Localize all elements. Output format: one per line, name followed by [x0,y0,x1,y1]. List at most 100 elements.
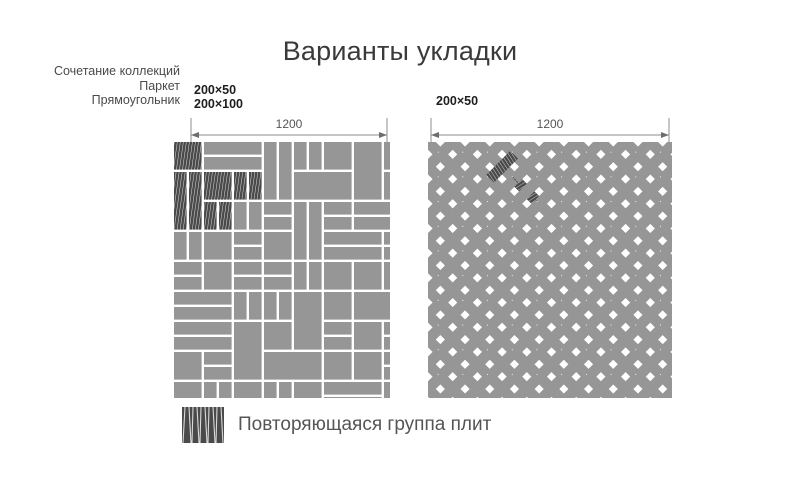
tile [535,175,568,208]
tile [609,224,642,257]
tile [560,298,593,331]
tile [535,274,568,307]
tile [634,298,667,331]
tile [510,142,543,158]
tile [656,247,672,280]
tile [384,352,390,365]
tile [659,224,672,257]
tile [174,352,202,380]
tile [204,142,262,155]
highlighted-tile [219,202,232,230]
tile [384,382,390,398]
tile [294,142,307,170]
tile [510,249,543,282]
tile [434,142,467,156]
size-left-secondary: 200×100 [194,96,244,111]
tile [174,262,202,275]
size-label-right: 200×50 [436,94,479,108]
highlighted-tile [174,172,187,230]
tile [461,224,494,257]
tile [584,274,617,307]
tile [324,337,352,350]
tile [584,323,617,356]
tile [428,142,442,156]
tile [510,373,543,398]
tile [461,323,494,356]
tile [461,274,494,307]
tile [510,348,543,381]
tile [324,202,352,215]
tile [558,142,590,156]
tile [234,247,262,260]
tile [204,157,262,170]
tile [384,172,390,200]
tile [234,202,247,230]
tile [309,262,322,290]
tile [659,142,672,158]
tile [486,142,519,158]
tile [584,298,617,331]
tile [632,142,665,156]
tile [533,142,566,156]
tile [535,323,568,356]
tile [249,292,262,320]
tile [428,348,444,381]
tile [384,367,390,380]
tile [656,173,672,206]
tile [656,346,672,379]
highlighted-tile [234,172,247,200]
tile [354,202,390,215]
tile [656,296,672,329]
tile [234,232,262,245]
highlighted-tile [204,202,217,230]
dimension-line-right: 1200 [430,117,670,144]
tile [436,323,469,356]
legend: Повторяющаяся группа плит [182,406,491,444]
dimension-line-left: 1200 [190,117,388,144]
tile [279,142,292,200]
tile [428,373,444,398]
tile [204,262,232,290]
tile [609,298,642,331]
tile [384,262,390,290]
tile [354,217,390,230]
tile [560,142,593,158]
tile [436,150,469,183]
tile [584,142,617,158]
tile [560,323,593,356]
tile [560,175,593,208]
tile [634,373,667,398]
tile [510,298,543,331]
tile [560,224,593,257]
tile [204,382,217,398]
tile [609,175,642,208]
tile [189,232,202,260]
tile [234,322,262,380]
tile [634,224,667,257]
tile [436,249,469,282]
tile [609,150,642,183]
tile [609,249,642,282]
tile [264,262,292,275]
tile [560,373,593,398]
tile [461,150,494,183]
tile [535,150,568,183]
tile [584,224,617,257]
tile [508,142,541,156]
tile [264,232,292,260]
tile [264,382,277,398]
tile [656,148,672,181]
tile [428,323,444,356]
tile [535,224,568,257]
tile [634,323,667,356]
tile [656,197,672,230]
tile [219,382,232,398]
tile [436,298,469,331]
tile [249,202,262,230]
tile [354,322,382,350]
hatched-square-icon [182,407,224,443]
tile [486,323,519,356]
tile [264,217,292,230]
tile [461,200,494,233]
